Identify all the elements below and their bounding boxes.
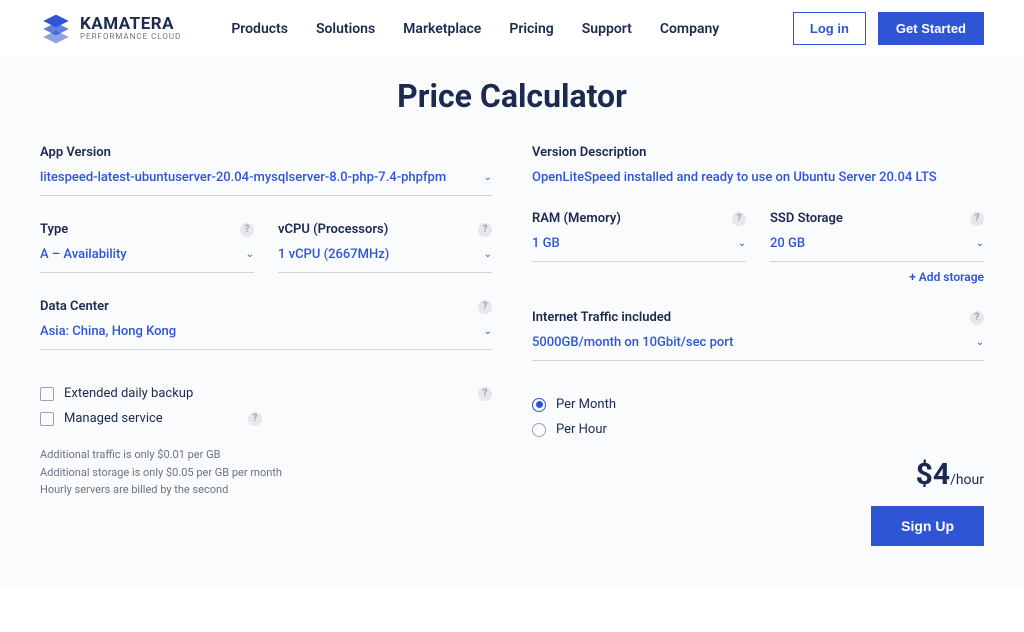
ram-value: 1 GB [532, 236, 560, 251]
ssd-value: 20 GB [770, 236, 805, 251]
help-icon[interactable]: ? [478, 223, 492, 237]
vcpu-label: vCPU (Processors) [278, 222, 388, 237]
ssd-label: SSD Storage [770, 211, 843, 226]
nav-solutions[interactable]: Solutions [316, 21, 375, 37]
get-started-button[interactable]: Get Started [878, 12, 984, 45]
type-value: A – Availability [40, 247, 127, 262]
brand-name: KAMATERA [80, 16, 181, 33]
chevron-down-icon: ⌄ [484, 172, 492, 183]
pricing-notes: Additional traffic is only $0.01 per GB … [40, 446, 492, 499]
per-hour-label: Per Hour [556, 422, 607, 437]
type-label: Type [40, 222, 68, 237]
help-icon[interactable]: ? [732, 212, 746, 226]
help-icon[interactable]: ? [478, 387, 492, 401]
add-storage-link[interactable]: + Add storage [770, 270, 984, 284]
price-unit: /hour [950, 472, 984, 488]
nav-company[interactable]: Company [660, 21, 719, 37]
datacenter-value: Asia: China, Hong Kong [40, 324, 176, 339]
per-hour-radio[interactable] [532, 423, 546, 437]
chevron-down-icon: ⌄ [976, 238, 984, 249]
brand-tagline: PERFORMANCE CLOUD [80, 33, 181, 41]
type-select[interactable]: A – Availability ⌄ [40, 247, 254, 273]
per-month-radio[interactable] [532, 398, 546, 412]
logo[interactable]: KAMATERA PERFORMANCE CLOUD [40, 13, 181, 45]
price-amount: $4 [916, 457, 950, 492]
help-icon[interactable]: ? [970, 212, 984, 226]
vcpu-select[interactable]: 1 vCPU (2667MHz) ⌄ [278, 247, 492, 273]
datacenter-label: Data Center [40, 299, 109, 314]
logo-icon [40, 13, 72, 45]
app-version-value: litespeed-latest-ubuntuserver-20.04-mysq… [40, 170, 446, 185]
help-icon[interactable]: ? [248, 412, 262, 426]
chevron-down-icon: ⌄ [484, 249, 492, 260]
chevron-down-icon: ⌄ [976, 337, 984, 348]
help-icon[interactable]: ? [478, 300, 492, 314]
traffic-select[interactable]: 5000GB/month on 10Gbit/sec port ⌄ [532, 335, 984, 361]
app-version-label: App Version [40, 145, 111, 160]
help-icon[interactable]: ? [240, 223, 254, 237]
chevron-down-icon: ⌄ [484, 326, 492, 337]
extended-backup-label: Extended daily backup [64, 386, 193, 401]
chevron-down-icon: ⌄ [738, 238, 746, 249]
signup-button[interactable]: Sign Up [871, 506, 984, 546]
nav-support[interactable]: Support [582, 21, 632, 37]
ssd-select[interactable]: 20 GB ⌄ [770, 236, 984, 262]
nav-products[interactable]: Products [231, 21, 288, 37]
page-title: Price Calculator [40, 77, 984, 115]
managed-service-checkbox[interactable] [40, 412, 54, 426]
ram-select[interactable]: 1 GB ⌄ [532, 236, 746, 262]
per-month-label: Per Month [556, 397, 616, 412]
app-version-select[interactable]: litespeed-latest-ubuntuserver-20.04-mysq… [40, 170, 492, 196]
traffic-value: 5000GB/month on 10Gbit/sec port [532, 335, 734, 350]
ram-label: RAM (Memory) [532, 211, 621, 226]
help-icon[interactable]: ? [970, 311, 984, 325]
login-button[interactable]: Log in [793, 12, 866, 45]
traffic-label: Internet Traffic included [532, 310, 671, 325]
nav-marketplace[interactable]: Marketplace [403, 21, 481, 37]
managed-service-label: Managed service [64, 411, 163, 426]
nav: Products Solutions Marketplace Pricing S… [231, 21, 719, 37]
header: KAMATERA PERFORMANCE CLOUD Products Solu… [0, 0, 1024, 57]
extended-backup-checkbox[interactable] [40, 387, 54, 401]
nav-pricing[interactable]: Pricing [509, 21, 553, 37]
version-desc-text: OpenLiteSpeed installed and ready to use… [532, 170, 984, 185]
version-desc-label: Version Description [532, 145, 646, 160]
vcpu-value: 1 vCPU (2667MHz) [278, 247, 389, 262]
datacenter-select[interactable]: Asia: China, Hong Kong ⌄ [40, 324, 492, 350]
chevron-down-icon: ⌄ [246, 249, 254, 260]
